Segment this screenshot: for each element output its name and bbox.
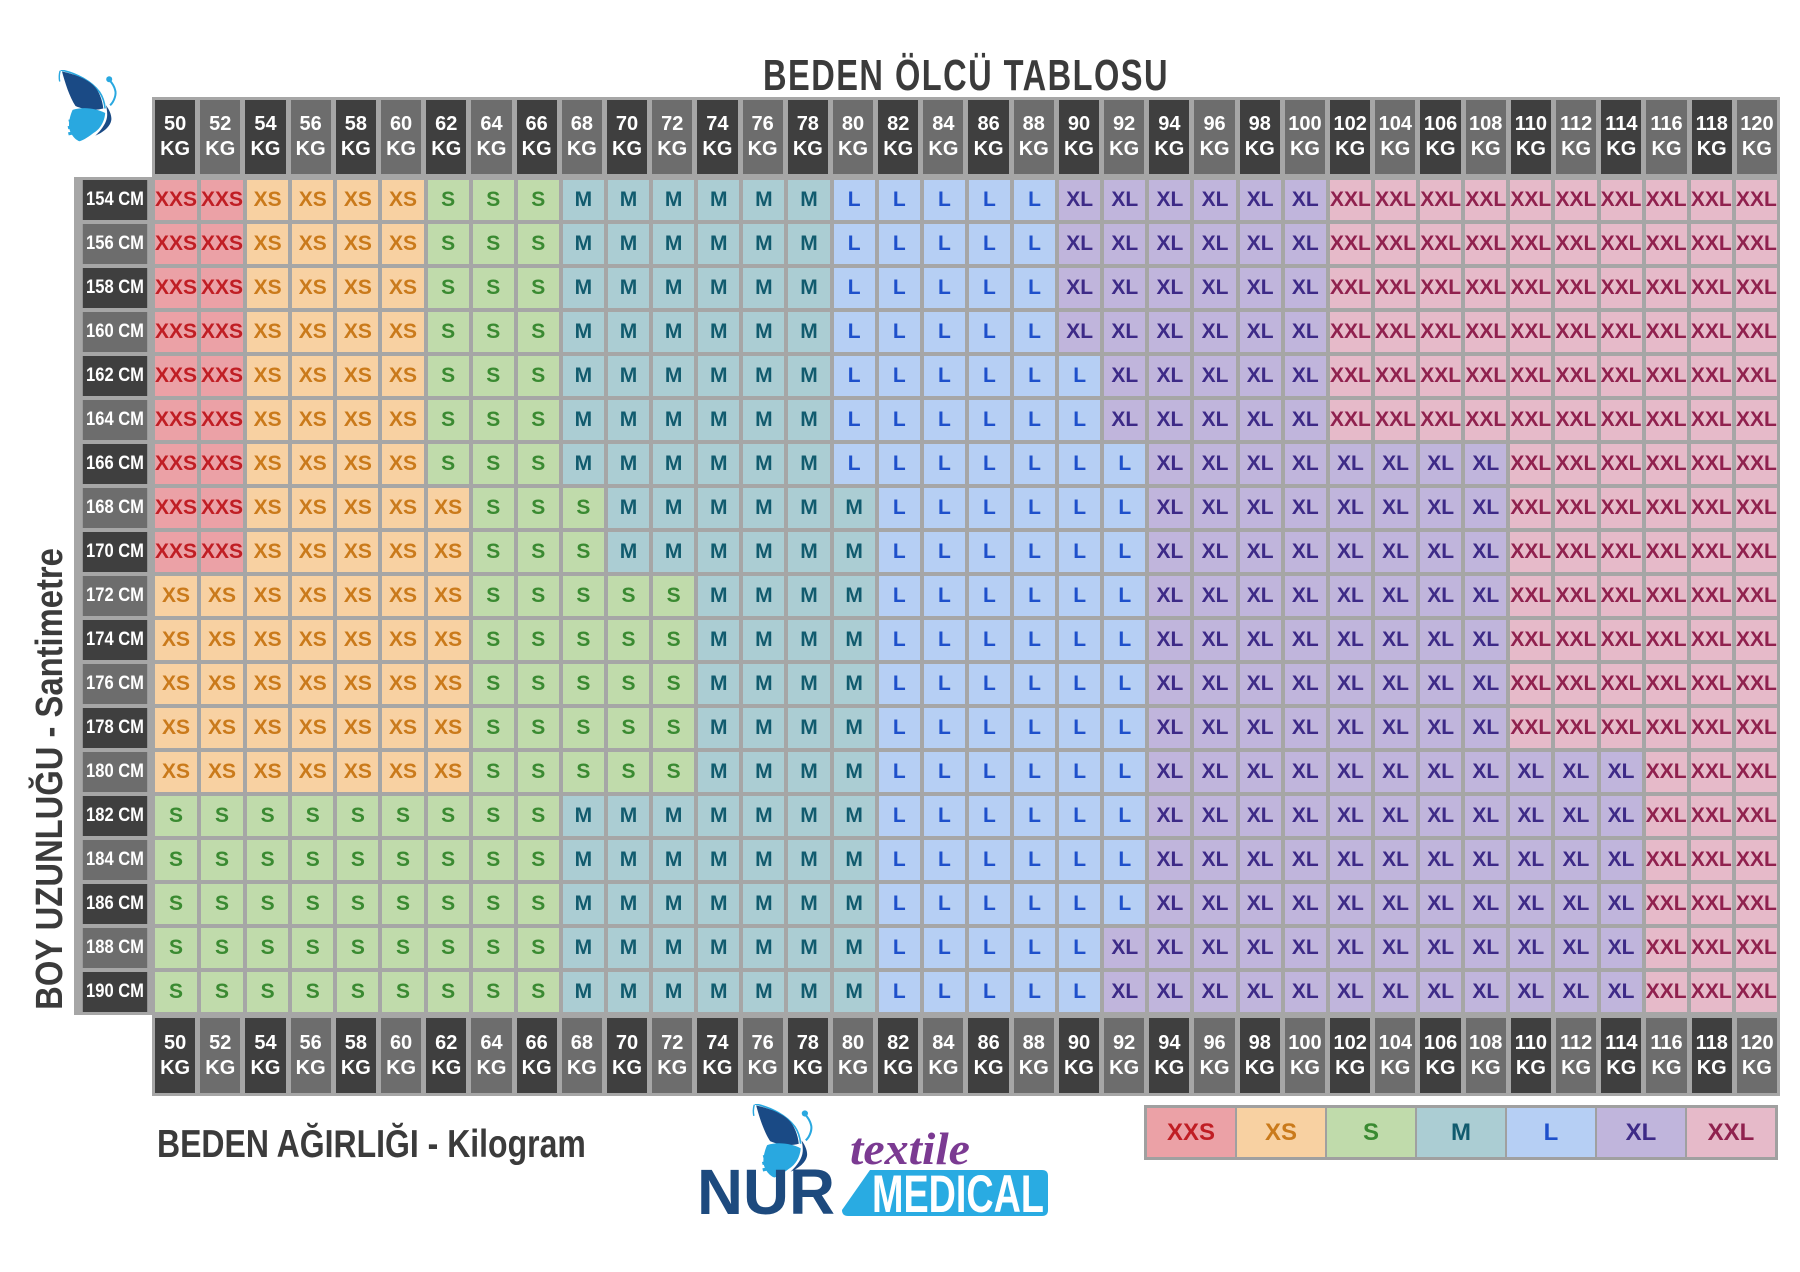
svg-text:MEDICAL: MEDICAL xyxy=(872,1166,1044,1220)
svg-text:NUR: NUR xyxy=(697,1156,835,1226)
svg-text:textile: textile xyxy=(850,1126,970,1174)
